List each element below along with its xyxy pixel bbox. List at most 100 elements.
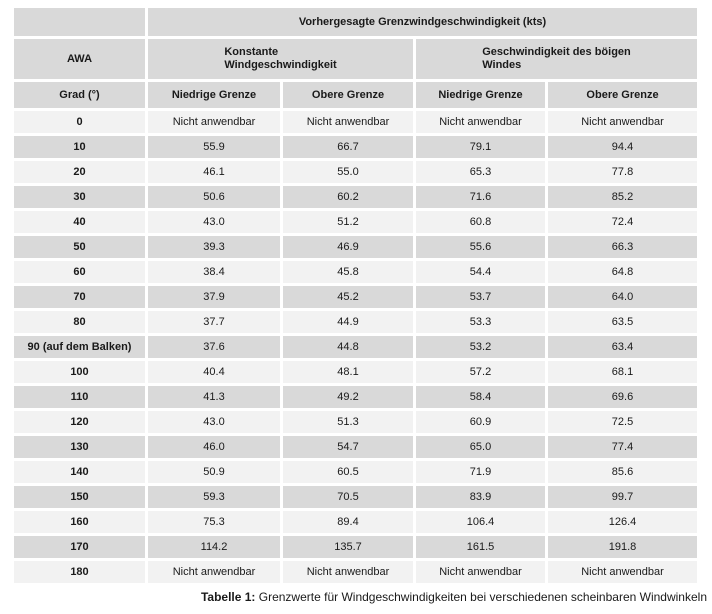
value-cell: 191.8 <box>548 536 697 558</box>
value-cell: 48.1 <box>283 361 413 383</box>
awa-cell: 160 <box>14 511 145 533</box>
value-cell: 71.6 <box>416 186 545 208</box>
value-cell: 70.5 <box>283 486 413 508</box>
value-cell: 66.3 <box>548 236 697 258</box>
value-cell: 45.2 <box>283 286 413 308</box>
value-cell: Nicht anwendbar <box>148 561 280 583</box>
value-cell: 126.4 <box>548 511 697 533</box>
value-cell: 60.8 <box>416 211 545 233</box>
table-row: 0 Nicht anwendbar Nicht anwendbar Nicht anw… <box>14 111 697 133</box>
table-row: 60 38.4 45.8 54.4 64.8 <box>14 261 697 283</box>
header-row-groups: AWA Konstante Windgeschwindigkeit Geschw… <box>14 39 697 79</box>
value-cell: Nicht anwendbar <box>548 561 697 583</box>
table-body: 0 Nicht anwendbar Nicht anwendbar Nicht anw… <box>14 111 697 583</box>
value-cell: 57.2 <box>416 361 545 383</box>
value-cell: 50.9 <box>148 461 280 483</box>
col-group-awa: AWA <box>14 39 145 79</box>
header-row-columns: Grad (°) Niedrige Grenze Obere Grenze Ni… <box>14 82 697 108</box>
value-cell: 51.2 <box>283 211 413 233</box>
value-cell: 37.6 <box>148 336 280 358</box>
awa-cell: 110 <box>14 386 145 408</box>
awa-cell: 140 <box>14 461 145 483</box>
table-row: 70 37.9 45.2 53.7 64.0 <box>14 286 697 308</box>
awa-cell: 30 <box>14 186 145 208</box>
value-cell: 46.0 <box>148 436 280 458</box>
table-row: 100 40.4 48.1 57.2 68.1 <box>14 361 697 383</box>
table-row: 20 46.1 55.0 65.3 77.8 <box>14 161 697 183</box>
value-cell: 37.7 <box>148 311 280 333</box>
value-cell: 65.0 <box>416 436 545 458</box>
value-cell: 55.9 <box>148 136 280 158</box>
value-cell: 135.7 <box>283 536 413 558</box>
col-group-gust-wind-label: Geschwindigkeit des böigen Windes <box>482 46 631 71</box>
corner-cell <box>14 8 145 36</box>
awa-cell: 20 <box>14 161 145 183</box>
value-cell: 49.2 <box>283 386 413 408</box>
value-cell: 40.4 <box>148 361 280 383</box>
value-cell: 83.9 <box>416 486 545 508</box>
table-row: 90 (auf dem Balken) 37.6 44.8 53.2 63.4 <box>14 336 697 358</box>
value-cell: Nicht anwendbar <box>416 111 545 133</box>
value-cell: 55.6 <box>416 236 545 258</box>
col-group-constant-wind: Konstante Windgeschwindigkeit <box>148 39 413 79</box>
value-cell: 44.9 <box>283 311 413 333</box>
value-cell: Nicht anwendbar <box>548 111 697 133</box>
value-cell: Nicht anwendbar <box>283 561 413 583</box>
value-cell: 54.4 <box>416 261 545 283</box>
value-cell: 54.7 <box>283 436 413 458</box>
table-row: 110 41.3 49.2 58.4 69.6 <box>14 386 697 408</box>
table-row: 30 50.6 60.2 71.6 85.2 <box>14 186 697 208</box>
awa-cell: 130 <box>14 436 145 458</box>
value-cell: 64.8 <box>548 261 697 283</box>
value-cell: Nicht anwendbar <box>416 561 545 583</box>
value-cell: 69.6 <box>548 386 697 408</box>
awa-cell: 10 <box>14 136 145 158</box>
table-row: 150 59.3 70.5 83.9 99.7 <box>14 486 697 508</box>
value-cell: 39.3 <box>148 236 280 258</box>
awa-cell: 90 (auf dem Balken) <box>14 336 145 358</box>
value-cell: 72.4 <box>548 211 697 233</box>
value-cell: 79.1 <box>416 136 545 158</box>
value-cell: 43.0 <box>148 411 280 433</box>
table-title: Vorhergesagte Grenzwindgeschwindigkeit (… <box>148 8 697 36</box>
awa-cell: 60 <box>14 261 145 283</box>
value-cell: 64.0 <box>548 286 697 308</box>
value-cell: 59.3 <box>148 486 280 508</box>
value-cell: 44.8 <box>283 336 413 358</box>
value-cell: 161.5 <box>416 536 545 558</box>
value-cell: 37.9 <box>148 286 280 308</box>
table-caption-label: Tabelle 1: <box>200 590 256 604</box>
col-header-grad: Grad (°) <box>14 82 145 108</box>
table-row: 120 43.0 51.3 60.9 72.5 <box>14 411 697 433</box>
awa-cell: 100 <box>14 361 145 383</box>
awa-cell: 150 <box>14 486 145 508</box>
value-cell: 106.4 <box>416 511 545 533</box>
value-cell: 63.4 <box>548 336 697 358</box>
value-cell: 65.3 <box>416 161 545 183</box>
value-cell: 94.4 <box>548 136 697 158</box>
value-cell: 43.0 <box>148 211 280 233</box>
table-row: 130 46.0 54.7 65.0 77.4 <box>14 436 697 458</box>
table-row: 80 37.7 44.9 53.3 63.5 <box>14 311 697 333</box>
col-group-constant-wind-label: Konstante Windgeschwindigkeit <box>224 46 337 71</box>
value-cell: 45.8 <box>283 261 413 283</box>
value-cell: 51.3 <box>283 411 413 433</box>
awa-cell: 0 <box>14 111 145 133</box>
awa-cell: 80 <box>14 311 145 333</box>
table-caption: Tabelle 1: Grenzwerte für Windgeschwindi… <box>201 590 707 605</box>
table-row: 40 43.0 51.2 60.8 72.4 <box>14 211 697 233</box>
value-cell: 41.3 <box>148 386 280 408</box>
value-cell: 50.6 <box>148 186 280 208</box>
value-cell: 46.9 <box>283 236 413 258</box>
col-header-gust-upper: Obere Grenze <box>548 82 697 108</box>
value-cell: 46.1 <box>148 161 280 183</box>
value-cell: 68.1 <box>548 361 697 383</box>
header-row-title: Vorhergesagte Grenzwindgeschwindigkeit (… <box>14 8 697 36</box>
value-cell: 53.7 <box>416 286 545 308</box>
value-cell: 60.2 <box>283 186 413 208</box>
value-cell: 63.5 <box>548 311 697 333</box>
value-cell: 77.4 <box>548 436 697 458</box>
value-cell: 114.2 <box>148 536 280 558</box>
value-cell: 77.8 <box>548 161 697 183</box>
awa-cell: 50 <box>14 236 145 258</box>
